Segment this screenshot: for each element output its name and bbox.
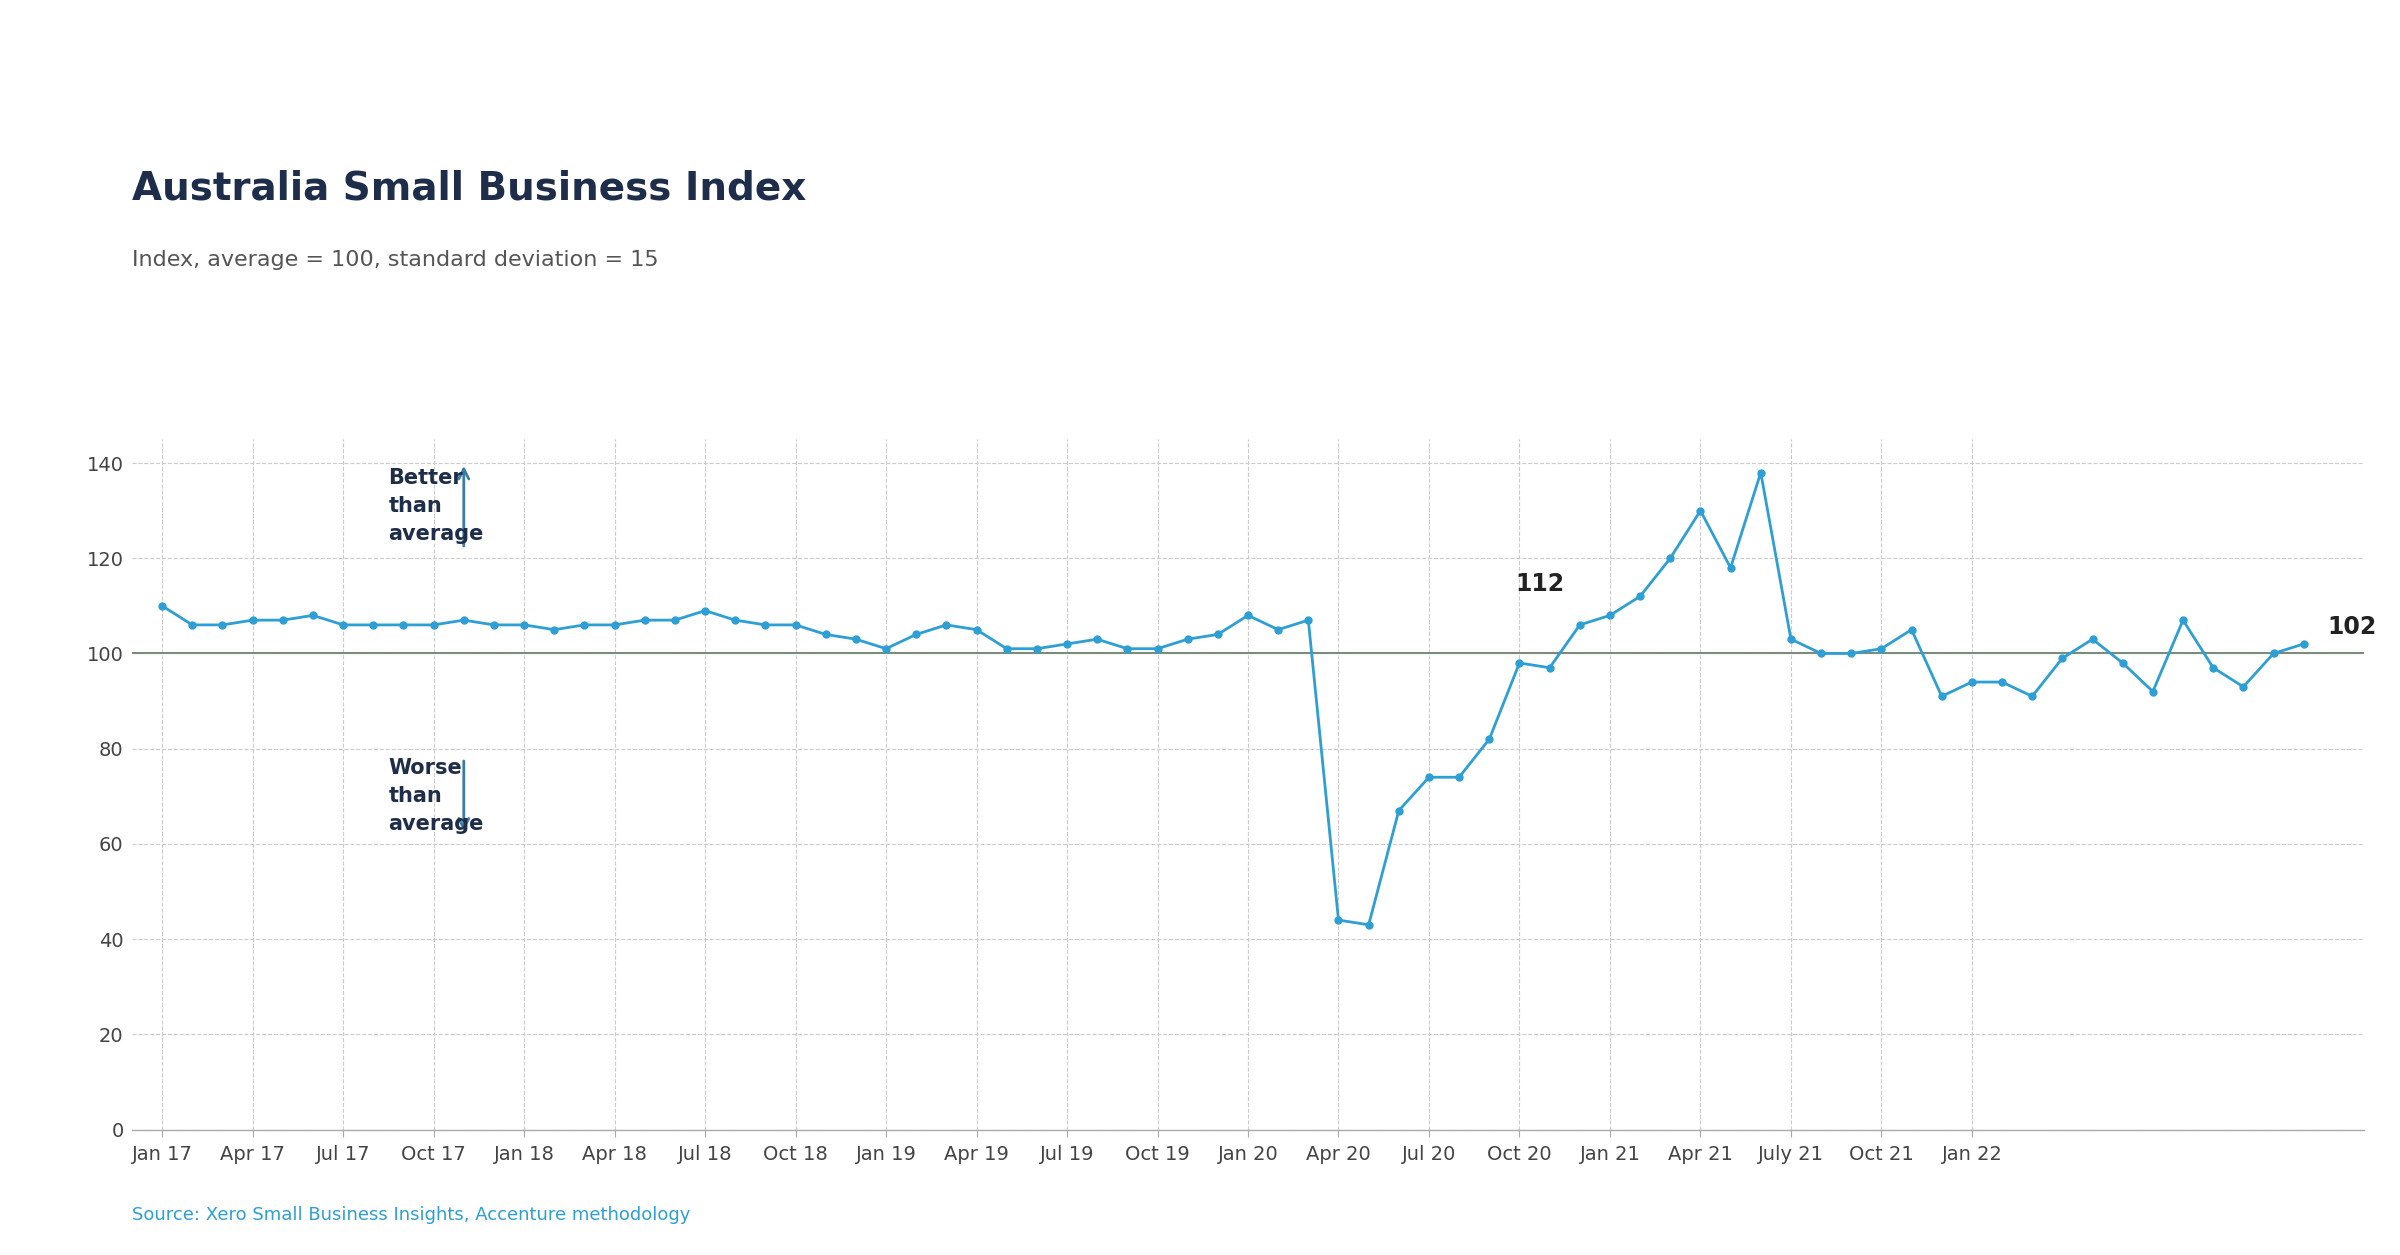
Point (1560, 615, 1598, 635)
Point (1620, 586, 1658, 606)
Point (204, 615, 242, 635)
Point (1440, 767, 1478, 787)
Point (595, 615, 634, 635)
Point (1198, 625, 1236, 645)
Point (144, 596, 182, 616)
Point (2225, 676, 2263, 697)
Point (233, 610, 271, 630)
Point (1500, 653, 1538, 673)
Point (355, 615, 394, 635)
Point (1349, 915, 1387, 935)
Point (2102, 653, 2141, 673)
Point (1591, 605, 1630, 625)
Point (1802, 644, 1841, 664)
Point (293, 605, 331, 625)
Text: 112: 112 (1514, 572, 1565, 596)
Point (958, 620, 996, 640)
Point (1409, 767, 1447, 787)
Point (1289, 610, 1327, 630)
Text: Source: Xero Small Business Insights, Accenture methodology: Source: Xero Small Business Insights, Ac… (132, 1206, 691, 1224)
Point (2042, 648, 2081, 668)
Point (1260, 620, 1298, 640)
Point (1049, 634, 1087, 654)
Point (838, 629, 876, 649)
Point (1651, 548, 1690, 569)
Point (1771, 629, 1810, 649)
Point (444, 610, 482, 630)
Point (1531, 658, 1570, 678)
Point (2285, 634, 2323, 654)
Text: Worse
than
average: Worse than average (389, 758, 485, 835)
Point (2074, 629, 2112, 649)
Point (384, 615, 422, 635)
Point (1954, 671, 1992, 692)
Point (1018, 639, 1056, 659)
Point (1831, 644, 1870, 664)
Point (475, 615, 514, 635)
Point (1229, 605, 1267, 625)
Point (775, 615, 814, 635)
Point (2134, 681, 2172, 702)
Point (1109, 639, 1147, 659)
Point (866, 639, 905, 659)
Point (2254, 644, 2292, 664)
Point (655, 610, 694, 630)
Text: 102: 102 (2328, 615, 2376, 639)
Point (1320, 910, 1358, 930)
Point (566, 615, 605, 635)
Point (1471, 729, 1510, 749)
Point (1862, 639, 1901, 659)
Point (2194, 658, 2232, 678)
Point (1169, 629, 1207, 649)
Text: Better
than
average: Better than average (389, 468, 485, 543)
Point (715, 610, 754, 630)
Point (1982, 671, 2021, 692)
Point (626, 610, 665, 630)
Point (926, 615, 965, 635)
Point (1891, 620, 1930, 640)
Point (535, 620, 574, 640)
Point (2165, 610, 2203, 630)
Point (1711, 557, 1750, 577)
Point (415, 615, 454, 635)
Text: Australia Small Business Index: Australia Small Business Index (132, 169, 806, 207)
Point (504, 615, 542, 635)
Text: Index, average = 100, standard deviation = 15: Index, average = 100, standard deviation… (132, 250, 658, 270)
Point (1078, 629, 1116, 649)
Point (686, 601, 725, 621)
Point (264, 610, 302, 630)
Point (1682, 501, 1721, 521)
Point (806, 625, 845, 645)
Point (746, 615, 785, 635)
Point (1922, 686, 1961, 707)
Point (1138, 639, 1176, 659)
Point (1380, 801, 1418, 821)
Point (173, 615, 211, 635)
Point (898, 625, 936, 645)
Point (1742, 463, 1781, 483)
Point (324, 615, 362, 635)
Point (986, 639, 1025, 659)
Point (2014, 686, 2052, 707)
